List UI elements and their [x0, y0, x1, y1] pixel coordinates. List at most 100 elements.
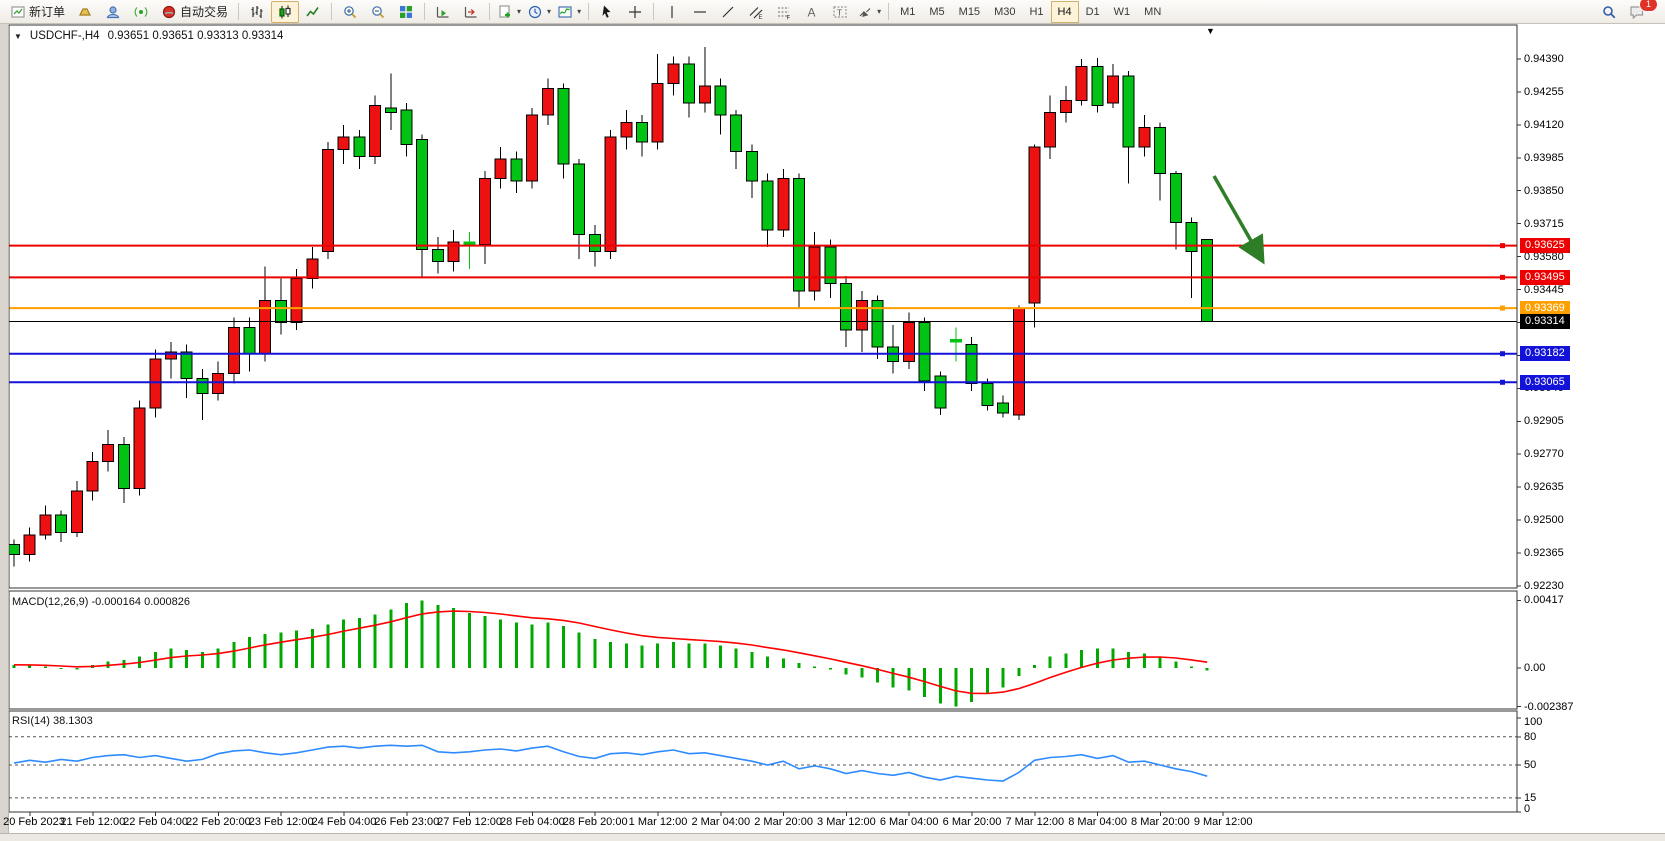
autotrading-icon [161, 4, 177, 20]
candlestick-icon [277, 4, 293, 20]
vertical-line-button[interactable] [658, 1, 686, 23]
timeframe-button-w1[interactable]: W1 [1113, 5, 1131, 18]
time-axis-label: 26 Feb 23:00 [374, 816, 440, 828]
price-tick-label: 0.94120 [1524, 118, 1564, 131]
new-template-button[interactable]: ▾ [494, 1, 524, 23]
time-axis-label: 23 Feb 12:00 [248, 816, 314, 828]
timeframe-button-m1[interactable]: M1 [900, 5, 916, 18]
candles-layer [8, 46, 1214, 567]
price-tick-label: 0.92230 [1524, 579, 1564, 592]
macd-indicator-label: MACD(12,26,9) -0.000164 0.000826 [12, 596, 190, 608]
time-axis-label: 1 Mar 12:00 [628, 816, 688, 828]
line-handle[interactable] [1500, 351, 1505, 357]
rsi-indicator-label: RSI(14) 38.1303 [12, 715, 93, 727]
toolbar-button-label: 自动交易 [180, 5, 229, 19]
chart-menu-arrow-icon[interactable]: ▼ [14, 31, 22, 41]
dropdown-arrow-icon[interactable]: ▾ [877, 7, 882, 16]
period-icon [527, 4, 543, 20]
price-line-badge: 0.93369 [1520, 300, 1570, 316]
line-chart-button[interactable] [299, 1, 327, 23]
text-button[interactable]: A [798, 1, 826, 23]
vertical-line-icon [664, 4, 680, 20]
toolbar-separator [424, 3, 426, 20]
text-label-button[interactable]: T [826, 1, 854, 23]
timeframe-button-h4[interactable]: H4 [1050, 0, 1079, 23]
price-tick-label: 0.94255 [1524, 85, 1564, 98]
indicators-button[interactable]: ▾ [554, 1, 584, 23]
toolbar-separator [653, 3, 655, 20]
cursor-button[interactable] [593, 1, 621, 23]
tile-windows-icon [398, 4, 414, 20]
price-tick-label: 0.92365 [1524, 547, 1564, 560]
time-axis-label: 20 Feb 2023 [3, 816, 65, 828]
rsi-tick-label: 0 [1524, 803, 1531, 815]
price-tick-label: 0.94390 [1524, 53, 1564, 65]
signal-icon [133, 4, 149, 20]
ohlc-values: 0.93651 0.93651 0.93313 0.93314 [107, 30, 284, 42]
svg-text:A: A [808, 5, 816, 19]
toolbar-separator [489, 3, 491, 20]
timeframe-button-mn[interactable]: MN [1144, 5, 1162, 18]
trendline-button[interactable] [714, 1, 742, 23]
bar-chart-button[interactable] [243, 1, 271, 23]
period-button[interactable]: ▾ [524, 1, 554, 23]
candlestick-button[interactable] [271, 0, 300, 23]
timeframe-button-m30[interactable]: M30 [994, 5, 1016, 18]
time-axis-label: 21 Feb 12:00 [60, 816, 126, 828]
timeframe-button-h1[interactable]: H1 [1029, 5, 1044, 18]
dropdown-arrow-icon[interactable]: ▾ [517, 7, 522, 16]
chat-button[interactable]: 1 [1623, 0, 1658, 23]
signal-button[interactable] [127, 1, 155, 23]
channel-button[interactable]: E [742, 1, 770, 23]
time-axis-label: 22 Feb 20:00 [185, 816, 251, 828]
chart-title: ▼ USDCHF-,H4 0.93651 0.93651 0.93313 0.9… [14, 30, 283, 42]
zoom-in-button[interactable] [336, 1, 364, 23]
rsi-line [13, 744, 1208, 782]
rsi-tick-label: 50 [1524, 759, 1537, 771]
profile-icon [105, 4, 121, 20]
zoom-out-button[interactable] [364, 1, 392, 23]
new-order-button[interactable]: 新订单 [4, 1, 71, 23]
timeframe-button-m5[interactable]: M5 [929, 5, 945, 18]
price-tick-label: 0.93985 [1524, 151, 1564, 164]
line-handle[interactable] [1500, 243, 1505, 249]
indicators-icon [557, 4, 573, 20]
fibonacci-button[interactable]: F [770, 1, 798, 23]
crosshair-button[interactable] [621, 1, 649, 23]
shapes-button[interactable]: ▾ [854, 1, 884, 23]
toolbar-separator [238, 3, 240, 20]
line-handle[interactable] [1500, 274, 1505, 280]
price-line-badge: 0.93625 [1520, 238, 1570, 254]
price-tick-label: 0.92770 [1524, 448, 1564, 461]
dropdown-arrow-icon[interactable]: ▾ [547, 7, 552, 16]
time-axis-label: 8 Mar 20:00 [1131, 816, 1190, 828]
line-handle[interactable] [1500, 379, 1505, 385]
window-edge-strip [0, 24, 9, 840]
autotrading-button[interactable]: 自动交易 [155, 1, 234, 23]
chart-canvas[interactable] [0, 24, 1665, 840]
time-axis-label: 22 Feb 04:00 [123, 816, 189, 828]
search-button[interactable] [1595, 1, 1623, 23]
horizontal-line-button[interactable] [686, 1, 714, 23]
profile-button[interactable] [99, 1, 127, 23]
line-handle[interactable] [1500, 305, 1505, 311]
timeframe-button-d1[interactable]: D1 [1085, 5, 1100, 18]
time-axis-label: 2 Mar 04:00 [691, 816, 751, 828]
gold-button[interactable] [71, 1, 99, 23]
price-line-badge: 0.93495 [1520, 269, 1570, 285]
search-icon [1603, 5, 1616, 18]
timeframe-button-m15[interactable]: M15 [958, 5, 981, 18]
toolbar-button-label: 新订单 [29, 5, 66, 19]
chart-shift-marker[interactable]: ▼ [1206, 26, 1215, 36]
trend-arrow-annotation[interactable] [1212, 175, 1265, 265]
tile-windows-button[interactable] [392, 1, 420, 23]
macd-pane-border [8, 590, 1518, 710]
toolbar-separator [888, 3, 890, 20]
dropdown-arrow-icon[interactable]: ▾ [577, 7, 582, 16]
auto-scroll-button[interactable] [429, 1, 457, 23]
line-chart-icon [305, 4, 321, 20]
chart-shift-button[interactable] [457, 1, 485, 23]
price-tick-label: 0.92500 [1524, 514, 1564, 527]
price-tick-label: 0.93850 [1524, 184, 1564, 197]
price-line-badge: 0.93182 [1520, 346, 1570, 362]
